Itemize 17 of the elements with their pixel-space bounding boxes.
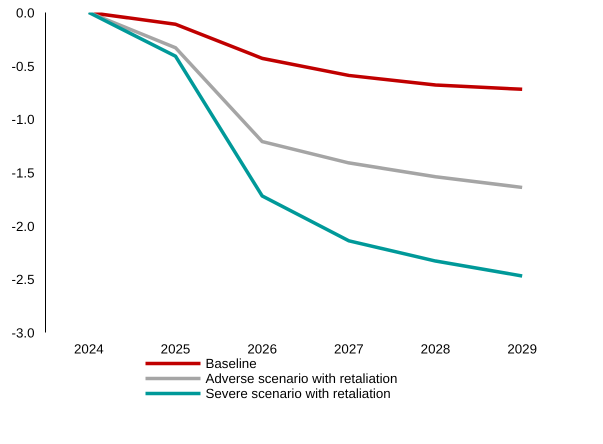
y-tick-label: -3.0 — [12, 326, 34, 340]
line-series — [87, 12, 524, 278]
y-tick-label: -1.0 — [12, 112, 34, 128]
y-tick-label: 0.0 — [16, 6, 35, 20]
legend-label: Adverse scenario with retaliation — [206, 371, 398, 386]
x-tick-label: 2024 — [74, 342, 104, 356]
y-tick-label: -2.0 — [12, 218, 34, 234]
y-tick-label: -0.5 — [12, 58, 34, 74]
x-tick-label: 2029 — [507, 342, 537, 356]
x-tick-label: 2025 — [160, 342, 190, 356]
y-tick-label: -2.5 — [12, 272, 34, 288]
x-tick-label: 2027 — [334, 342, 364, 356]
legend-label: Baseline — [206, 356, 257, 371]
y-tick-label: -1.5 — [12, 166, 34, 180]
x-tick-label: 2028 — [420, 342, 450, 356]
x-tick-label: 2026 — [247, 342, 277, 356]
legend-label: Severe scenario with retaliation — [206, 386, 391, 401]
